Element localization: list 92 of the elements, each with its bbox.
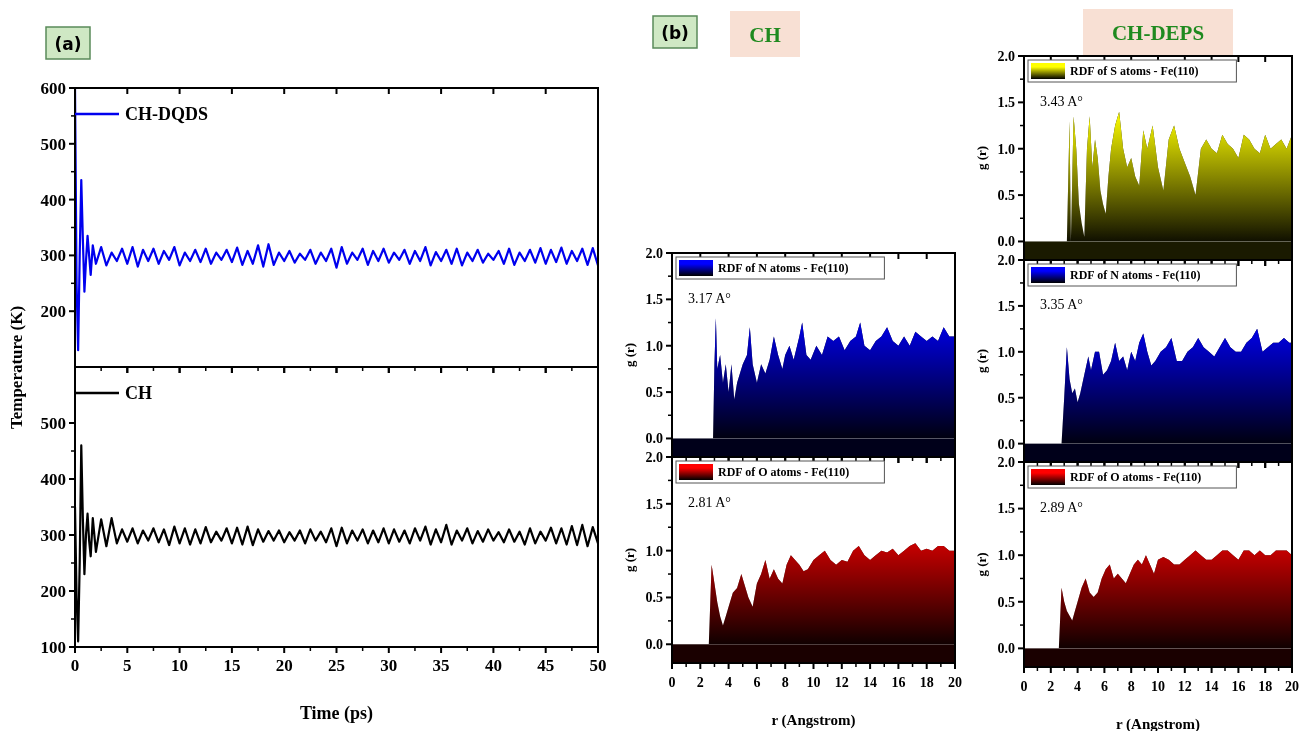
y-tick-label: 300 — [40, 246, 66, 266]
annotation: 3.17 A° — [688, 290, 731, 306]
chart-title: CH-DEPS — [1111, 21, 1205, 46]
y-axis-title: g (r) — [974, 348, 989, 374]
y-tick-label: 0.5 — [645, 384, 663, 400]
y-tick-label: 1.5 — [997, 298, 1015, 314]
x-tick-label: 18 — [1258, 679, 1273, 694]
text: (a) — [54, 33, 82, 54]
text: (b) — [661, 22, 689, 43]
y-tick-label: 0.5 — [997, 390, 1015, 406]
annotation: 3.35 A° — [1040, 297, 1083, 313]
x-tick-label: 2 — [696, 675, 704, 690]
y-tick-label: 2.0 — [997, 252, 1015, 268]
y-tick-label: 1.5 — [645, 292, 663, 308]
x-tick-label: 12 — [834, 675, 849, 690]
x-tick-label: 8 — [781, 675, 789, 690]
y-tick-label: 1.0 — [645, 543, 663, 559]
annotation: 3.43 A° — [1040, 93, 1083, 109]
y-tick-label: 1.0 — [997, 141, 1015, 157]
y-tick-label: 600 — [40, 78, 66, 98]
x-tick-label: 45 — [537, 656, 555, 675]
y-tick-label: 1.0 — [997, 548, 1015, 564]
y-tick-label: 500 — [40, 134, 66, 154]
legend-label: RDF of N atoms - Fe(110) — [1070, 268, 1201, 283]
chart-title: CH — [749, 23, 781, 48]
x-tick-label: 14 — [1204, 679, 1219, 694]
x-tick-label: 25 — [328, 656, 345, 675]
x-tick-label: 20 — [948, 675, 962, 690]
x-tick-label: 6 — [1100, 679, 1108, 694]
x-tick-label: 16 — [1231, 679, 1246, 694]
x-tick-label: 30 — [380, 656, 398, 675]
x-tick-label: 15 — [223, 656, 241, 675]
y-tick-label: 2.0 — [645, 449, 663, 465]
y-tick-label: 0.0 — [645, 637, 663, 653]
y-tick-label: 200 — [40, 581, 66, 601]
y-tick-label: 400 — [40, 190, 66, 210]
y-axis-title: Temperature (K) — [7, 305, 26, 430]
x-tick-label: 4 — [1074, 679, 1082, 694]
legend-label: RDF of O atoms - Fe(110) — [1070, 470, 1202, 485]
x-tick-label: 20 — [1285, 679, 1299, 694]
y-tick-label: 0.5 — [997, 594, 1015, 610]
legend-label: RDF of N atoms - Fe(110) — [718, 261, 849, 276]
y-tick-label: 1.5 — [645, 496, 663, 512]
x-tick-label: 20 — [275, 656, 293, 675]
x-tick-label: 50 — [589, 656, 607, 675]
x-tick-label: 40 — [484, 656, 502, 675]
x-tick-label: 10 — [1151, 679, 1165, 694]
y-tick-label: 2.0 — [997, 454, 1015, 470]
legend-label: RDF of S atoms - Fe(110) — [1070, 64, 1199, 79]
y-tick-label: 0.0 — [997, 234, 1015, 250]
y-axis-title: g (r) — [622, 342, 637, 368]
x-axis-title: r (Angstrom) — [771, 712, 856, 729]
x-tick-label: 14 — [863, 675, 878, 690]
x-tick-label: 5 — [123, 656, 132, 675]
y-tick-label: 300 — [40, 525, 66, 545]
x-tick-label: 0 — [668, 675, 676, 690]
legend-label: CH-DQDS — [125, 104, 209, 125]
x-tick-label: 0 — [70, 656, 80, 675]
x-tick-label: 35 — [432, 656, 450, 675]
y-tick-label: 1.5 — [997, 501, 1015, 517]
y-tick-label: 500 — [40, 413, 66, 433]
y-tick-label: 1.5 — [997, 95, 1015, 111]
y-tick-label: 1.0 — [997, 344, 1015, 360]
x-tick-label: 16 — [891, 675, 906, 690]
x-tick-label: 8 — [1127, 679, 1135, 694]
y-tick-label: 400 — [40, 469, 66, 489]
y-axis-title: g (r) — [622, 547, 637, 573]
x-tick-label: 2 — [1047, 679, 1055, 694]
x-axis-title: Time (ps) — [299, 703, 374, 724]
y-tick-label: 0.0 — [997, 436, 1015, 452]
y-tick-label: 2.0 — [645, 245, 663, 261]
y-axis-title: g (r) — [974, 145, 989, 171]
y-tick-label: 0.0 — [645, 431, 663, 447]
x-tick-label: 6 — [753, 675, 761, 690]
y-tick-label: 0.5 — [645, 590, 663, 606]
annotation: 2.81 A° — [688, 495, 731, 511]
annotation: 2.89 A° — [1040, 500, 1083, 515]
x-tick-label: 4 — [725, 675, 733, 690]
y-tick-label: 0.0 — [997, 641, 1015, 657]
x-tick-label: 10 — [806, 675, 821, 690]
y-tick-label: 0.5 — [997, 187, 1015, 203]
y-tick-label: 2.0 — [997, 48, 1015, 64]
y-tick-label: 100 — [40, 637, 66, 657]
x-tick-label: 12 — [1177, 679, 1192, 694]
x-tick-label: 0 — [1020, 679, 1028, 694]
legend-label: RDF of O atoms - Fe(110) — [718, 465, 850, 480]
x-tick-label: 18 — [919, 675, 934, 690]
y-axis-title: g (r) — [974, 552, 989, 577]
x-tick-label: 10 — [171, 656, 189, 675]
y-tick-label: 1.0 — [645, 338, 663, 354]
legend-label: CH — [125, 383, 152, 404]
y-tick-label: 200 — [40, 302, 66, 322]
